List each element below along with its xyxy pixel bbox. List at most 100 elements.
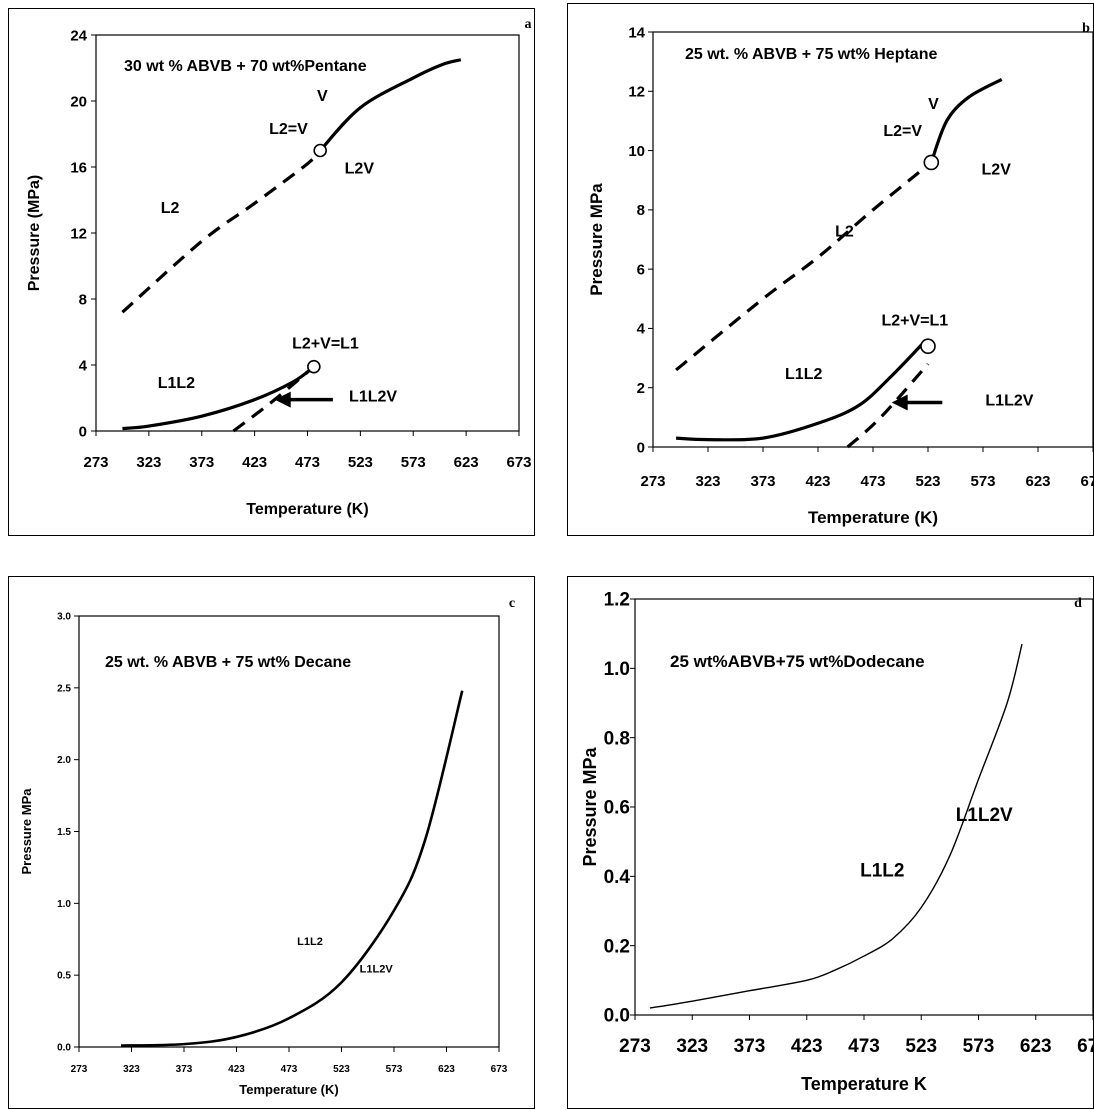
phase-label: L2+V=L1 [881, 312, 948, 329]
phase-label: L1L2 [158, 375, 195, 392]
x-tick-label: 373 [734, 1036, 766, 1057]
x-tick-label: 423 [805, 473, 830, 490]
x-tick-label: 623 [438, 1064, 455, 1075]
phase-label: L1L2V [349, 388, 397, 405]
x-axis-label: Temperature (K) [246, 501, 368, 518]
dashed-series-line [675, 161, 933, 372]
x-tick-label: 573 [970, 473, 995, 490]
x-axis-label: Temperature (K) [808, 508, 938, 527]
x-tick-label: 323 [676, 1036, 708, 1057]
x-tick-label: 573 [963, 1036, 995, 1057]
y-tick-label: 0.0 [57, 1043, 71, 1054]
x-tick-label: 273 [619, 1036, 651, 1057]
x-tick-label: 623 [454, 454, 479, 471]
phase-label: L1L2 [297, 936, 323, 948]
x-tick-label: 473 [860, 473, 885, 490]
phase-label: V [317, 88, 328, 105]
y-tick-label: 6 [637, 261, 645, 278]
y-axis-label: Pressure MPa [19, 788, 34, 875]
panel-b: 273 323 373 423 473 523 573 623 673 0 2 4 6 8 10 12 14 Te… [567, 3, 1094, 536]
y-tick-label: 12 [628, 84, 645, 101]
panel-letter: b [1082, 21, 1090, 36]
dashed-series-line [846, 362, 930, 449]
x-tick-label: 323 [136, 454, 161, 471]
y-tick-label: 1.0 [604, 659, 630, 680]
x-tick-label: 373 [750, 473, 775, 490]
chart-title: 25 wt. % ABVB + 75 wt% Decane [105, 654, 351, 671]
x-tick-label: 273 [71, 1064, 88, 1075]
chart-a: 273 323 373 423 473 523 573 623 673 0 4 8 12 16 20 24 Te… [26, 17, 532, 518]
y-tick-label: 0 [637, 439, 645, 456]
phase-label: V [928, 96, 939, 113]
panel-a: 273 323 373 423 473 523 573 623 673 0 4 8 12 16 20 24 Te… [8, 8, 535, 536]
phase-label: L1L2V [956, 805, 1013, 826]
panel-letter: a [525, 17, 532, 32]
phase-label: L2=V [269, 121, 308, 138]
y-tick-label: 0.6 [604, 798, 630, 819]
x-tick-label: 323 [123, 1064, 140, 1075]
x-tick-label: 523 [348, 454, 373, 471]
chart-c: 273 323 373 423 473 523 573 623 673 0.0 0.5 1.0 1.5 2… [19, 596, 515, 1097]
y-tick-label: 0.8 [604, 728, 630, 749]
x-axis-label: Temperature (K) [239, 1082, 338, 1097]
phase-label: L1L2 [860, 860, 904, 881]
dashed-series-line [121, 149, 322, 314]
y-tick-label: 0.2 [604, 936, 630, 957]
y-axis-label: Pressure (MPa) [26, 175, 43, 292]
x-axis-label: Temperature K [801, 1074, 927, 1094]
x-tick-label: 273 [640, 473, 665, 490]
y-tick-label: 2.0 [57, 755, 71, 766]
x-tick-label: 673 [1077, 1036, 1094, 1057]
y-tick-label: 16 [70, 159, 87, 176]
arrow-head-icon [274, 391, 291, 408]
phase-label: L2V [982, 161, 1012, 178]
x-tick-label: 573 [401, 454, 426, 471]
solid-series-line [929, 78, 1003, 163]
x-tick-label: 673 [506, 454, 531, 471]
y-tick-label: 8 [79, 291, 87, 308]
y-tick-label: 0.5 [57, 971, 71, 982]
y-tick-label: 1.5 [57, 827, 71, 838]
solid-series-line [649, 643, 1023, 1009]
x-tick-label: 423 [242, 454, 267, 471]
x-tick-label: 673 [491, 1064, 508, 1075]
phase-label: L1L2V [360, 963, 394, 975]
x-tick-label: 523 [915, 473, 940, 490]
panel-letter: d [1074, 596, 1082, 611]
phase-label: L2 [161, 200, 180, 217]
x-tick-label: 273 [83, 454, 108, 471]
x-tick-label: 673 [1080, 473, 1094, 490]
y-tick-label: 4 [79, 357, 88, 374]
plot-area-frame [652, 31, 1094, 448]
panel-c: 273 323 373 423 473 523 573 623 673 0.0 0.5 1.0 1.5 2… [8, 576, 535, 1109]
x-tick-label: 473 [281, 1064, 298, 1075]
solid-series-line [319, 58, 462, 152]
x-tick-label: 623 [1025, 473, 1050, 490]
chart-title: 25 wt%ABVB+75 wt%Dodecane [670, 652, 925, 671]
y-tick-label: 0.0 [604, 1006, 630, 1027]
panel-letter: c [509, 596, 515, 611]
arrow-head-icon [891, 394, 908, 411]
y-tick-label: 0 [79, 423, 87, 440]
x-tick-label: 373 [189, 454, 214, 471]
x-tick-label: 473 [295, 454, 320, 471]
x-tick-label: 523 [333, 1064, 350, 1075]
critical-point-marker [923, 154, 940, 171]
phase-arrow [274, 391, 333, 408]
x-tick-label: 523 [905, 1036, 937, 1057]
y-tick-label: 4 [637, 321, 646, 338]
y-tick-label: 3.0 [57, 612, 71, 623]
y-tick-label: 1.0 [57, 899, 71, 910]
y-tick-label: 12 [70, 225, 87, 242]
critical-point-marker [920, 338, 936, 355]
y-tick-label: 20 [70, 93, 87, 110]
phase-label: L2=V [883, 123, 922, 140]
y-tick-label: 2.5 [57, 683, 71, 694]
chart-d: 273 323 373 423 473 523 573 623 673 0.0 0.2 0.4 0.6 0… [580, 590, 1094, 1094]
x-tick-label: 573 [386, 1064, 403, 1075]
x-tick-label: 373 [176, 1064, 193, 1075]
y-tick-label: 10 [628, 143, 645, 160]
critical-point-marker [307, 359, 321, 374]
panel-d: 273 323 373 423 473 523 573 623 673 0.0 0.2 0.4 0.6 0… [567, 576, 1094, 1109]
solid-series-line [676, 339, 927, 442]
